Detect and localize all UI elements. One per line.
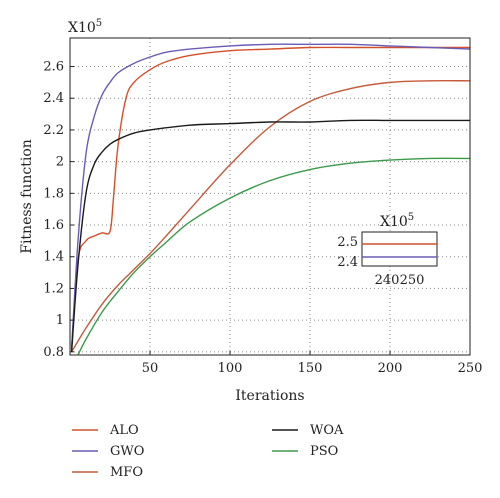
inset-y-tick-label: 2.5	[337, 235, 358, 250]
x-tick-label: 250	[458, 361, 483, 376]
y-axis-label: Fitness function	[19, 139, 35, 254]
series-line-mfo	[71, 79, 470, 353]
series-line-gwo	[70, 43, 470, 349]
inset-x-tick-label: 240	[375, 273, 400, 288]
inset-multiplier-base: X10	[380, 214, 408, 230]
y-tick-label: 1.8	[43, 186, 64, 201]
y-tick-label: 1.6	[43, 218, 64, 233]
y-tick-label: 2.6	[43, 60, 64, 75]
x-tick-label: 100	[218, 361, 243, 376]
inset-multiplier-label: X105	[380, 212, 414, 230]
x-axis-label: Iterations	[235, 388, 304, 404]
legend-item-pso: PSO	[272, 444, 338, 459]
inset-x-tick-label: 250	[400, 273, 425, 288]
legend-label: GWO	[110, 444, 144, 459]
series-line-alo	[70, 46, 470, 349]
y-multiplier-exp: 5	[96, 18, 102, 29]
legend-label: PSO	[310, 444, 338, 459]
x-tick-label: 50	[142, 361, 159, 376]
x-tick-label: 200	[378, 361, 403, 376]
series-line-pso	[77, 157, 470, 355]
legend-label: ALO	[109, 423, 139, 438]
y-tick-label: 2.4	[43, 91, 64, 106]
inset-multiplier-exp: 5	[408, 212, 414, 223]
inset-frame	[361, 231, 438, 267]
plot-frame	[69, 37, 471, 356]
legend-label: MFO	[110, 465, 143, 480]
inset-zoom: 240 250 2.42.5 X105	[337, 212, 438, 288]
series-lines	[70, 43, 470, 355]
legend-label: WOA	[310, 423, 344, 438]
y-tick-label: 1.4	[43, 250, 64, 265]
y-multiplier-label: X105	[68, 18, 102, 36]
legend-item-alo: ALO	[72, 423, 139, 438]
y-tick-label: 0.8	[43, 345, 64, 360]
legend-item-mfo: MFO	[72, 465, 143, 480]
legend-item-woa: WOA	[272, 423, 344, 438]
inset-y-ticks: 2.42.5	[337, 235, 358, 270]
x-axis-ticks: 50 100 150 200 250	[142, 351, 483, 376]
y-multiplier-base: X10	[68, 20, 96, 36]
legend: ALO GWO MFO WOA PSO	[72, 423, 344, 480]
inset-series-lines	[361, 243, 437, 258]
y-tick-label: 1	[56, 313, 64, 328]
series-line-woa	[70, 119, 470, 352]
y-tick-label: 2	[56, 155, 64, 170]
inset-y-tick-label: 2.4	[337, 255, 358, 270]
x-tick-label: 150	[298, 361, 323, 376]
y-tick-label: 1.2	[43, 281, 64, 296]
y-tick-label: 2.2	[43, 123, 64, 138]
y-axis-ticks: 0.8 1 1.2 1.4 1.6 1.8 2 2.2 2.4 2.6	[43, 60, 74, 360]
legend-item-gwo: GWO	[72, 444, 144, 459]
inset-x-ticks: 240 250	[375, 273, 425, 288]
grid-lines	[70, 38, 471, 355]
